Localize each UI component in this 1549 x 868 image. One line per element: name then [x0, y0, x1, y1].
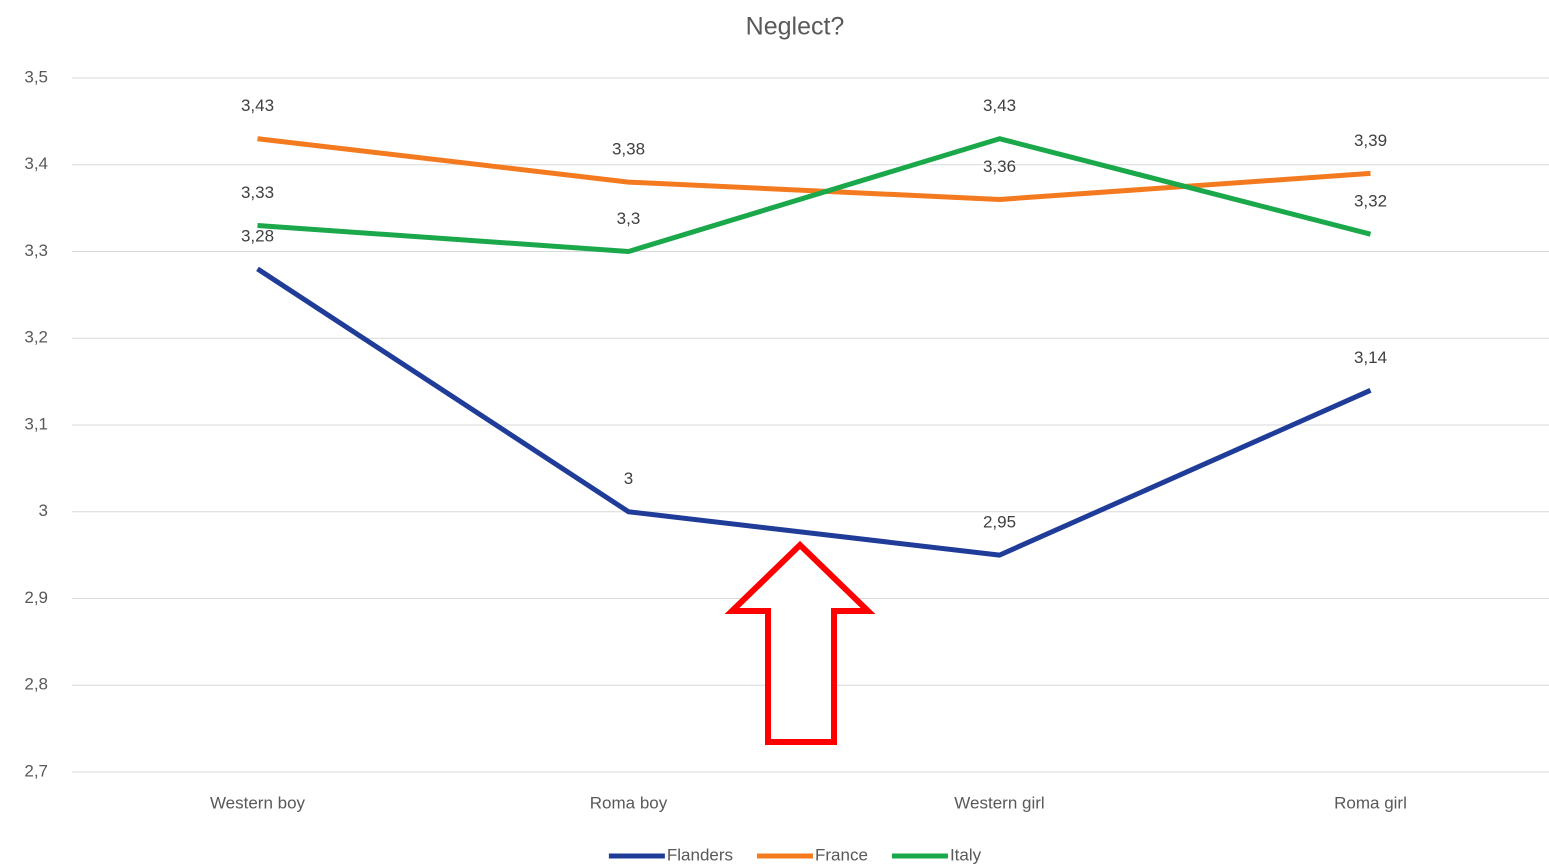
y-tick-label: 3,3: [24, 241, 48, 260]
data-label: 3,43: [241, 96, 274, 115]
y-tick-label: 3: [39, 501, 48, 520]
grid: [72, 77, 1549, 773]
data-label: 3,14: [1354, 348, 1387, 367]
x-tick-label: Western girl: [954, 793, 1044, 812]
data-label: 2,95: [983, 513, 1016, 532]
series-line: [257, 136, 1372, 254]
data-label: 3,33: [241, 183, 274, 202]
data-label: 3: [624, 469, 633, 488]
y-tick-label: 3,1: [24, 414, 48, 433]
x-tick-label: Roma girl: [1334, 793, 1407, 812]
lines: [256, 136, 1372, 558]
y-tick-label: 3,2: [24, 328, 48, 347]
data-label: 3,32: [1354, 192, 1387, 211]
series-line: [256, 266, 1372, 558]
y-tick-label: 2,9: [24, 588, 48, 607]
annotation-arrow: [724, 540, 876, 745]
data-label: 3,3: [617, 209, 641, 228]
y-tick-label: 2,8: [24, 675, 48, 694]
y-tick-label: 2,7: [24, 761, 48, 780]
data-label: 3,38: [612, 140, 645, 159]
legend-label: France: [815, 845, 868, 864]
x-tick-label: Western boy: [210, 793, 306, 812]
legend-label: Flanders: [667, 845, 733, 864]
chart-title: Neglect?: [746, 13, 845, 41]
data-label: 3,28: [241, 226, 274, 245]
data-label: 3,36: [983, 157, 1016, 176]
x-tick-label: Roma boy: [590, 793, 668, 812]
data-label: 3,43: [983, 96, 1016, 115]
legend-label: Italy: [950, 845, 982, 864]
data-label: 3,39: [1354, 131, 1387, 150]
y-tick-label: 3,5: [24, 67, 48, 86]
y-tick-label: 3,4: [24, 154, 48, 173]
